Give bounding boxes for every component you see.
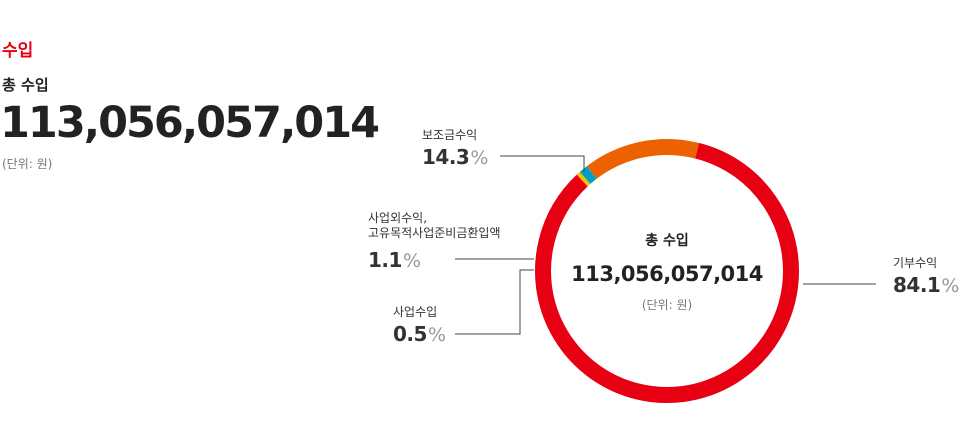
chart-center-label: 총 수입 — [645, 233, 689, 249]
donut-slices — [535, 139, 799, 403]
callout-pct-nonoperating: % — [402, 250, 421, 272]
callout-pct-donation: % — [941, 275, 959, 297]
donut-slice-3 — [535, 139, 799, 403]
callout-value-donation: 84.1% — [893, 273, 959, 297]
total-income-value: 113,056,057,014 — [0, 98, 380, 148]
total-income-unit: (단위: 원) — [2, 157, 53, 171]
leader-line-grant — [500, 155, 585, 172]
chart-center-unit: (단위: 원) — [641, 298, 693, 312]
callout-label-nonoperating: 사업외수익, 고유목적사업준비금환입액 — [368, 211, 501, 240]
callout-pct-grant: % — [470, 147, 488, 169]
leader-lines — [455, 155, 876, 335]
callout-number-grant: 14.3 — [422, 145, 470, 169]
callout-number-nonoperating: 1.1 — [368, 248, 402, 272]
callout-value-nonoperating: 1.1% — [368, 248, 421, 272]
chart-center-value: 113,056,057,014 — [571, 262, 763, 286]
callout-label-donation: 기부수익 — [893, 256, 938, 270]
callout-value-grant: 14.3% — [422, 145, 488, 169]
callout-label-business: 사업수입 — [393, 305, 438, 319]
callout-number-donation: 84.1 — [893, 273, 941, 297]
callout-pct-business: % — [427, 324, 446, 346]
callout-number-business: 0.5 — [393, 322, 427, 346]
callout-label-grant: 보조금수익 — [422, 128, 478, 142]
leader-line-business — [455, 269, 534, 335]
section-title: 수입 — [2, 41, 34, 61]
total-income-label: 총 수입 — [2, 76, 49, 94]
callout-value-business: 0.5% — [393, 322, 446, 346]
